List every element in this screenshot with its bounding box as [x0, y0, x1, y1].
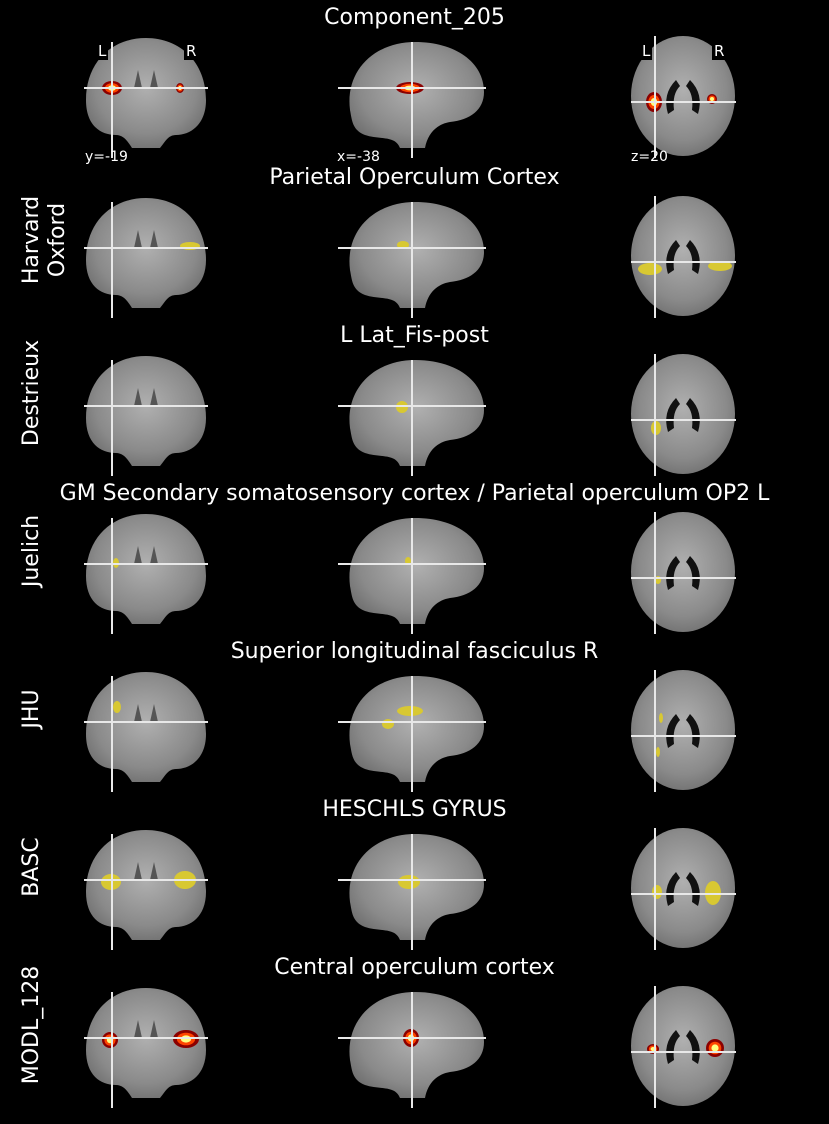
slice-coordinate: x=-38: [337, 149, 380, 165]
coronal-slice: [86, 38, 206, 148]
coronal-slice: [86, 672, 206, 782]
axial-slice: [631, 196, 735, 316]
slice-coordinate: y=-19: [85, 149, 128, 165]
brain-views: [84, 986, 736, 1108]
axial-slice: [631, 986, 735, 1106]
coronal-slice: [86, 356, 206, 466]
coronal-slice: [86, 830, 206, 940]
row-title: Superior longitudinal fasciculus R: [230, 639, 599, 664]
sagittal-slice: [349, 42, 484, 148]
sagittal-slice: [349, 992, 484, 1098]
row-title: Component_205: [324, 5, 505, 30]
row-title: GM Secondary somatosensory cortex / Pari…: [59, 481, 770, 506]
sagittal-slice: [349, 360, 484, 466]
brain-views: [84, 512, 736, 634]
slice-coordinate: z=20: [631, 149, 668, 165]
axial-slice: [631, 670, 735, 790]
brain-views: [84, 828, 736, 950]
row-title: HESCHLS GYRUS: [322, 797, 507, 822]
left-orientation-label: L: [640, 42, 653, 60]
coronal-slice: [86, 988, 206, 1098]
brain-views: [84, 36, 736, 158]
sagittal-slice: [349, 202, 484, 308]
brain-views: [84, 196, 736, 318]
row-title: L Lat_Fis-post: [340, 323, 489, 348]
axial-slice: [631, 36, 735, 156]
coronal-slice: [86, 514, 206, 624]
axial-slice: [631, 512, 735, 632]
coronal-slice: [86, 198, 206, 308]
row-title: Parietal Operculum Cortex: [269, 165, 560, 190]
row-title: Central operculum cortex: [274, 955, 555, 980]
sagittal-slice: [349, 518, 484, 624]
right-orientation-label: R: [712, 42, 727, 60]
right-orientation-label: R: [184, 42, 199, 60]
brain-views: [84, 670, 736, 792]
brain-views: [84, 354, 736, 476]
axial-slice: [631, 828, 735, 948]
sagittal-slice: [349, 834, 484, 940]
axial-slice: [631, 354, 735, 474]
sagittal-slice: [349, 676, 484, 782]
left-orientation-label: L: [96, 42, 109, 60]
